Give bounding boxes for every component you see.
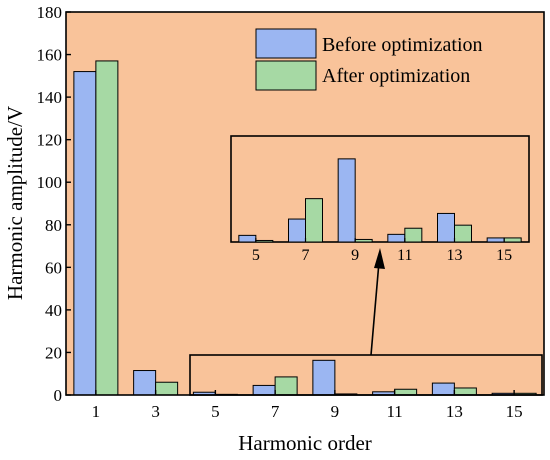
y-tick-label: 160 [37,46,63,65]
y-tick-label: 40 [45,301,62,320]
inset-bars [238,158,522,243]
inset-tick-label: 7 [302,247,310,264]
zoom-arrow-head [374,248,385,269]
zoom-arrow-line [370,261,380,356]
inset-tick-label: 9 [351,247,359,264]
x-tick-label: 15 [506,402,523,421]
inset-bar-after-order-9 [354,238,373,243]
legend-label-after: After optimization [322,65,470,87]
x-tick-label: 5 [211,402,220,421]
x-tick-label: 9 [331,402,340,421]
y-tick-label: 20 [45,343,62,362]
y-tick-label: 80 [45,216,62,235]
inset-bar-before-order-13 [437,212,455,243]
y-tick-label: 0 [54,386,63,405]
x-tick-label: 13 [446,402,463,421]
y-tick-label: 100 [37,173,63,192]
x-tick-label: 1 [92,402,101,421]
bar-before-order-7 [252,384,276,396]
bar-after-order-3 [155,381,179,396]
inset-panel: 5 7 9 11 13 15 [230,135,530,264]
y-tick-label: 60 [45,258,62,277]
inset-tick-label: 5 [252,247,260,264]
inset-x-ticks: 5 7 9 11 13 15 [252,238,512,264]
x-tick-label: 11 [386,402,402,421]
x-tick-label: 7 [271,402,280,421]
inset-bar-after-order-5 [255,239,274,243]
bar-before-order-13 [431,382,455,396]
y-tick-label: 120 [37,131,63,150]
bar-after-order-1 [95,60,119,396]
inset-bar-after-order-7 [305,198,323,243]
inset-bar-before-order-5 [238,234,257,243]
bar-before-order-9 [312,359,336,396]
inset-tick-label: 11 [397,247,412,264]
bar-before-order-3 [133,370,157,396]
x-tick-label: 3 [151,402,160,421]
inset-bar-before-order-11 [387,233,406,243]
y-axis-ticks: 0 20 40 60 80 100 120 140 160 180 [37,3,71,405]
inset-bar-before-order-7 [288,218,306,243]
inset-bar-before-order-9 [337,158,356,243]
x-axis-ticks: 1 3 5 7 9 11 13 15 [92,390,523,421]
legend-swatch-before [255,28,317,59]
bar-before-order-1 [73,71,97,396]
legend-swatch-after [255,60,317,91]
inset-bar-after-order-13 [454,224,472,243]
x-axis-title: Harmonic order [238,431,372,455]
legend-label-before: Before optimization [322,34,483,56]
legend: Before optimization After optimization [255,28,483,91]
inset-tick-label: 15 [496,247,512,264]
inset-bar-after-order-15 [503,237,522,243]
bar-after-order-13 [453,387,477,396]
zoom-region-box [189,354,543,396]
inset-tick-label: 13 [447,247,463,264]
inset-bar-after-order-11 [404,227,423,243]
inset-bar-before-order-15 [486,237,505,243]
bar-after-order-11 [394,388,418,396]
y-tick-label: 140 [37,88,63,107]
y-tick-label: 180 [37,3,63,22]
bar-after-order-7 [274,376,298,396]
y-axis-title: Harmonic amplitude/V [3,106,27,300]
